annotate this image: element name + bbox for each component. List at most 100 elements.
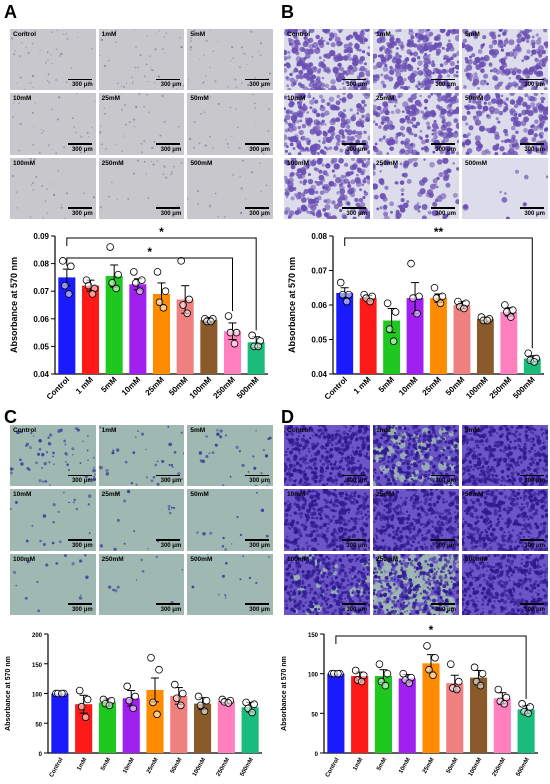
data-point [59, 257, 67, 265]
micrograph-grid-b: Control 300 μm 1mM 300 μm 5mM 300 μm 10mM 300 μ… [284, 29, 548, 219]
tile-label: 100mM [287, 555, 310, 563]
scale-bar-label: 300 μm [346, 82, 367, 89]
bar [327, 673, 345, 753]
data-point [230, 339, 239, 348]
tile-label: 5mM [190, 427, 206, 434]
data-point [159, 303, 168, 312]
data-point [114, 270, 122, 279]
micrograph-tile: 100mM 300 μm [284, 553, 370, 615]
data-point [67, 262, 75, 271]
bar [422, 663, 440, 753]
significance-label: * [147, 245, 152, 259]
data-point [77, 702, 86, 711]
tile-label: 250mM [101, 159, 124, 167]
bar [374, 676, 393, 753]
bar [453, 305, 471, 374]
micrograph-tile: 1mM 300 μm [98, 29, 185, 91]
bar [247, 342, 265, 374]
bar [446, 683, 464, 753]
scale-bar [156, 207, 181, 209]
scale-bar-label: 300 μm [524, 478, 545, 485]
scale-bar [342, 474, 366, 477]
scale-bar [67, 207, 92, 209]
bar [176, 299, 194, 374]
micrograph-tile: 500mM 300 μm [187, 553, 273, 615]
micrograph-tile: 1mM 300 μm [98, 425, 185, 487]
data-point [399, 669, 408, 678]
scale-bar-label: 300 μm [435, 210, 456, 217]
data-point [338, 290, 347, 299]
x-tick-label: 500mM [511, 375, 537, 401]
x-tick-label: 25mM [144, 375, 167, 398]
scale-bar [156, 474, 181, 477]
scale-bar [431, 474, 455, 477]
x-tick-label: 500mM [515, 757, 530, 778]
significance-bracket [66, 257, 233, 312]
data-point [405, 679, 414, 687]
significance-bracket [335, 635, 527, 699]
x-tick-label: 100mM [464, 375, 490, 401]
scale-bar [156, 603, 181, 605]
data-point [194, 692, 203, 701]
data-point [172, 694, 181, 703]
bar-chart-d: 0 50 100 150 Absorbance at 570 nm Control 1mM 5… [281, 623, 538, 778]
data-point [161, 287, 170, 295]
bar [398, 678, 416, 753]
tile-label: 25mM [376, 491, 395, 499]
scale-bar-label: 300 μm [160, 82, 182, 89]
scale-bar-label: 300 μm [435, 478, 456, 485]
y-tick-label: 0.06 [311, 301, 327, 310]
y-tick-label: 50 [311, 712, 318, 718]
x-tick-label: 250mM [216, 757, 231, 778]
tile-label: 5mM [190, 31, 206, 38]
micrograph-tile: 5mM 300 μm [462, 425, 548, 487]
data-point [176, 701, 185, 710]
tile-label: 50mM [465, 95, 484, 103]
y-tick-label: 50 [35, 722, 42, 728]
data-point [500, 700, 509, 708]
y-tick-label: 100 [308, 673, 319, 679]
bar [241, 707, 259, 753]
data-point [153, 268, 162, 276]
y-tick-label: 0.07 [311, 267, 327, 276]
scale-bar-label: 300 μm [249, 542, 270, 549]
data-point [342, 297, 351, 306]
y-tick-label: 0.08 [311, 232, 327, 241]
data-point [132, 279, 140, 287]
micrograph-tile: 500mM 300 μm [187, 157, 273, 219]
scale-bar-label: 300 μm [435, 542, 456, 549]
x-tick-label: 500mM [239, 757, 254, 778]
bar [351, 676, 369, 753]
y-axis-label: Absorbance at 570 nm [9, 257, 19, 353]
micrograph-tile: 50mM 300 μm [462, 489, 548, 551]
y-tick-label: 200 [32, 633, 43, 639]
scale-bar [342, 143, 366, 145]
data-point [425, 665, 433, 674]
data-point [526, 703, 534, 711]
y-tick-label: 150 [308, 633, 319, 639]
micrograph-tile: 25mM 300 μm [373, 489, 459, 551]
x-tick-label: 25mM [146, 757, 160, 775]
tile-label: 100mM [13, 555, 36, 563]
micrograph-tile: Control 300 μm [10, 29, 96, 91]
data-point [359, 671, 368, 680]
scale-bar [342, 78, 366, 81]
x-tick-label: Control [323, 375, 349, 401]
micrograph-tile: 500mM 300 μm [462, 157, 548, 219]
data-point [125, 696, 134, 705]
scale-bar [67, 474, 92, 477]
data-point [179, 301, 187, 309]
tile-label: 50mM [190, 95, 209, 103]
micrograph-tile: 1mM 300 μm [373, 29, 459, 91]
micrograph-tile: 50mM 300 μm [187, 93, 273, 155]
data-point [84, 281, 93, 290]
data-point [502, 693, 511, 702]
scale-bar-label: 300 μm [524, 146, 545, 153]
bar [58, 277, 76, 374]
micrograph-tile: 10mM 300 μm [284, 489, 370, 551]
bar [383, 320, 401, 374]
data-point [478, 669, 487, 678]
bar [152, 293, 171, 374]
tile-label: 1mM [376, 427, 391, 434]
scale-bar-label: 300 μm [524, 542, 545, 549]
